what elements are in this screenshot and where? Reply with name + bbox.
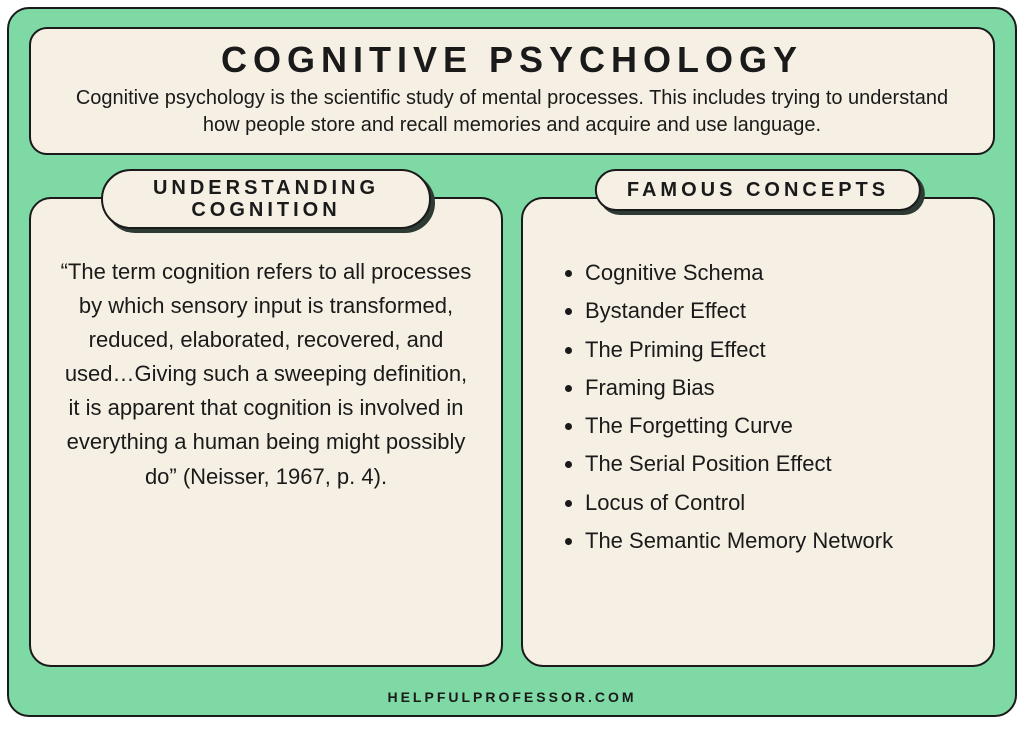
concept-list: Cognitive Schema Bystander Effect The Pr… [551,255,965,559]
right-column: FAMOUS CONCEPTS Cognitive Schema Bystand… [521,169,995,675]
footer-credit: HELPFULPROFESSOR.COM [29,689,995,707]
right-panel: Cognitive Schema Bystander Effect The Pr… [521,197,995,667]
left-column: UNDERSTANDING COGNITION “The term cognit… [29,169,503,675]
list-item: Bystander Effect [585,293,965,329]
columns: UNDERSTANDING COGNITION “The term cognit… [29,169,995,675]
page-subtitle: Cognitive psychology is the scientific s… [61,85,963,139]
list-item: Cognitive Schema [585,255,965,291]
list-item: Locus of Control [585,485,965,521]
right-panel-heading: FAMOUS CONCEPTS [595,169,921,211]
list-item: Framing Bias [585,370,965,406]
left-panel: “The term cognition refers to all proces… [29,197,503,667]
infographic-frame: COGNITIVE PSYCHOLOGY Cognitive psycholog… [7,7,1017,717]
list-item: The Forgetting Curve [585,408,965,444]
cognition-quote: “The term cognition refers to all proces… [59,255,473,494]
header-card: COGNITIVE PSYCHOLOGY Cognitive psycholog… [29,27,995,155]
list-item: The Serial Position Effect [585,446,965,482]
left-panel-heading: UNDERSTANDING COGNITION [101,169,431,229]
page-title: COGNITIVE PSYCHOLOGY [61,39,963,81]
list-item: The Semantic Memory Network [585,523,965,559]
list-item: The Priming Effect [585,332,965,368]
